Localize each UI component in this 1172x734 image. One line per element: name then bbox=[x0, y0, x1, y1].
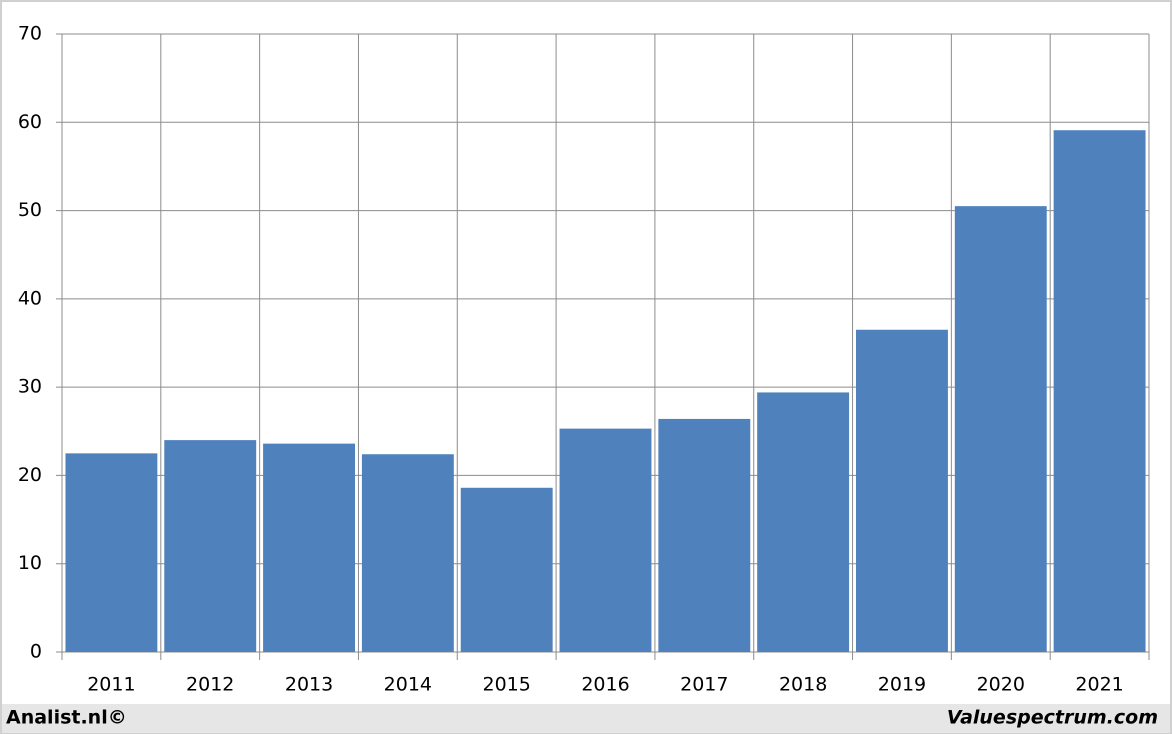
bar bbox=[658, 418, 751, 652]
bar bbox=[954, 206, 1047, 652]
x-tick-label: 2017 bbox=[680, 674, 728, 696]
bar bbox=[559, 428, 652, 652]
x-tick-label: 2020 bbox=[977, 674, 1025, 696]
x-tick-label: 2015 bbox=[483, 674, 531, 696]
y-tick-label: 20 bbox=[18, 464, 42, 486]
y-tick-label: 30 bbox=[18, 376, 42, 398]
bar bbox=[361, 454, 454, 652]
bar bbox=[757, 392, 850, 652]
x-tick-label: 2011 bbox=[87, 674, 135, 696]
y-tick-label: 60 bbox=[18, 111, 42, 133]
bar bbox=[1053, 130, 1146, 652]
bar bbox=[263, 443, 355, 652]
x-tick-label: 2021 bbox=[1075, 674, 1123, 696]
y-tick-label: 0 bbox=[30, 641, 42, 663]
bar bbox=[164, 440, 257, 652]
bar bbox=[65, 453, 158, 652]
y-tick-label: 50 bbox=[18, 199, 42, 221]
x-tick-label: 2014 bbox=[384, 674, 432, 696]
y-tick-label: 10 bbox=[18, 552, 42, 574]
x-tick-label: 2016 bbox=[581, 674, 629, 696]
footer-band bbox=[2, 704, 1170, 733]
x-tick-label: 2013 bbox=[285, 674, 333, 696]
bar bbox=[856, 329, 948, 652]
y-tick-label: 40 bbox=[18, 287, 42, 309]
bar bbox=[460, 487, 553, 652]
x-tick-label: 2019 bbox=[878, 674, 926, 696]
x-tick-label: 2012 bbox=[186, 674, 234, 696]
source-left: Analist.nl© bbox=[6, 707, 127, 729]
x-tick-label: 2018 bbox=[779, 674, 827, 696]
y-tick-label: 70 bbox=[18, 23, 42, 45]
source-right: Valuespectrum.com bbox=[947, 707, 1158, 729]
